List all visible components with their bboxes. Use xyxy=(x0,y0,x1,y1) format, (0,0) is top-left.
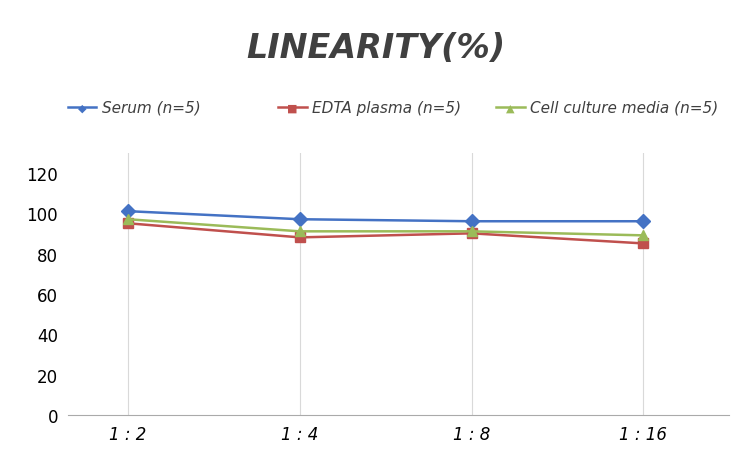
EDTA plasma (n=5) xyxy=(467,231,476,236)
EDTA plasma (n=5) xyxy=(296,235,305,240)
Cell culture media (n=5) xyxy=(467,229,476,235)
Cell culture media (n=5) xyxy=(296,229,305,235)
Line: Serum (n=5): Serum (n=5) xyxy=(123,207,648,226)
Cell culture media (n=5) xyxy=(123,217,132,222)
Text: LINEARITY(%): LINEARITY(%) xyxy=(247,32,505,64)
Line: EDTA plasma (n=5): EDTA plasma (n=5) xyxy=(123,219,648,249)
Cell culture media (n=5) xyxy=(639,233,648,239)
Text: ▲: ▲ xyxy=(506,103,515,113)
Line: Cell culture media (n=5): Cell culture media (n=5) xyxy=(123,215,648,241)
Serum (n=5) xyxy=(123,209,132,214)
Text: ◆: ◆ xyxy=(77,103,86,113)
Serum (n=5) xyxy=(639,219,648,225)
Text: Serum (n=5): Serum (n=5) xyxy=(102,101,200,116)
EDTA plasma (n=5) xyxy=(123,221,132,226)
Text: ■: ■ xyxy=(287,103,298,113)
EDTA plasma (n=5) xyxy=(639,241,648,247)
Serum (n=5) xyxy=(296,217,305,222)
Serum (n=5) xyxy=(467,219,476,225)
Text: EDTA plasma (n=5): EDTA plasma (n=5) xyxy=(312,101,461,116)
Text: Cell culture media (n=5): Cell culture media (n=5) xyxy=(530,101,718,116)
